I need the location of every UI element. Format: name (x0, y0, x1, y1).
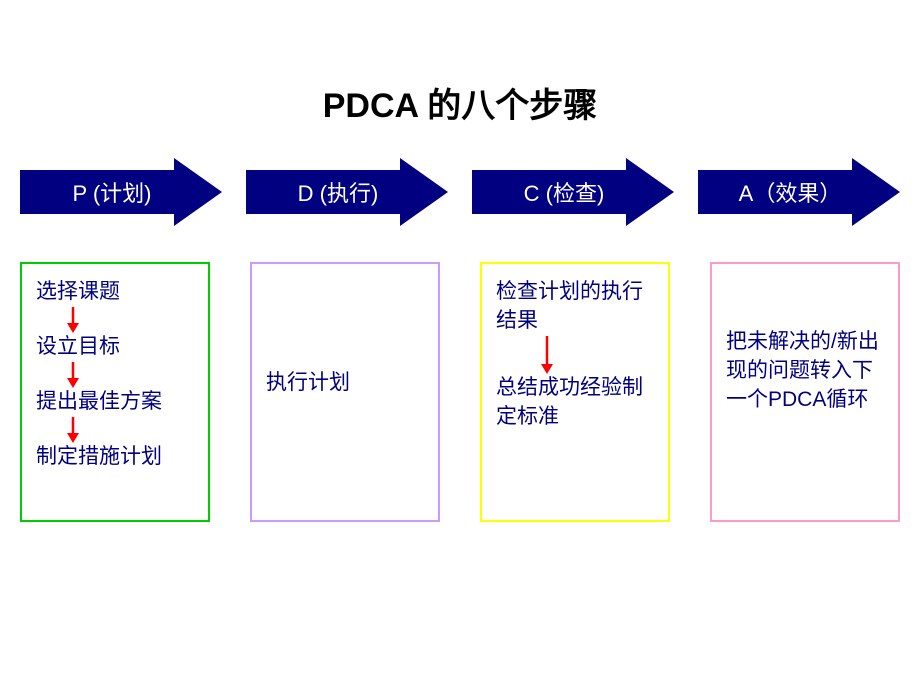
phase-arrow-p: P (计划) (20, 158, 222, 226)
step-item: 执行计划 (266, 369, 428, 398)
phase-arrow-c: C (检查) (472, 158, 674, 226)
page-title: PDCA 的八个步骤 (0, 78, 920, 127)
step-item: 提出最佳方案 (36, 388, 198, 417)
down-arrow-icon (36, 362, 198, 388)
phase-arrow-d: D (执行) (246, 158, 448, 226)
step-item: 设立目标 (36, 333, 198, 362)
down-arrow-icon (36, 307, 198, 333)
phase-arrow-row: P (计划) D (执行) C (检查) A（效果） (20, 158, 900, 226)
down-arrow-icon (496, 336, 658, 374)
steps-box-row: 选择课题 设立目标 提出最佳方案 制定措施计划 执行计划 检查计划的执行结果 总… (20, 262, 900, 522)
steps-box-c: 检查计划的执行结果 总结成功经验制定标准 (480, 262, 670, 522)
down-arrow-icon (36, 417, 198, 443)
step-item: 把未解决的/新出现的问题转入下一个PDCA循环 (726, 328, 888, 415)
step-item: 总结成功经验制定标准 (496, 374, 658, 432)
phase-label-d: D (执行) (246, 158, 448, 226)
steps-box-p: 选择课题 设立目标 提出最佳方案 制定措施计划 (20, 262, 210, 522)
step-item: 制定措施计划 (36, 443, 198, 472)
phase-label-a: A（效果） (698, 158, 900, 226)
phase-label-p: P (计划) (20, 158, 222, 226)
step-item: 选择课题 (36, 278, 198, 307)
step-item: 检查计划的执行结果 (496, 278, 658, 336)
phase-arrow-a: A（效果） (698, 158, 900, 226)
phase-label-c: C (检查) (472, 158, 674, 226)
steps-box-d: 执行计划 (250, 262, 440, 522)
steps-box-a: 把未解决的/新出现的问题转入下一个PDCA循环 (710, 262, 900, 522)
